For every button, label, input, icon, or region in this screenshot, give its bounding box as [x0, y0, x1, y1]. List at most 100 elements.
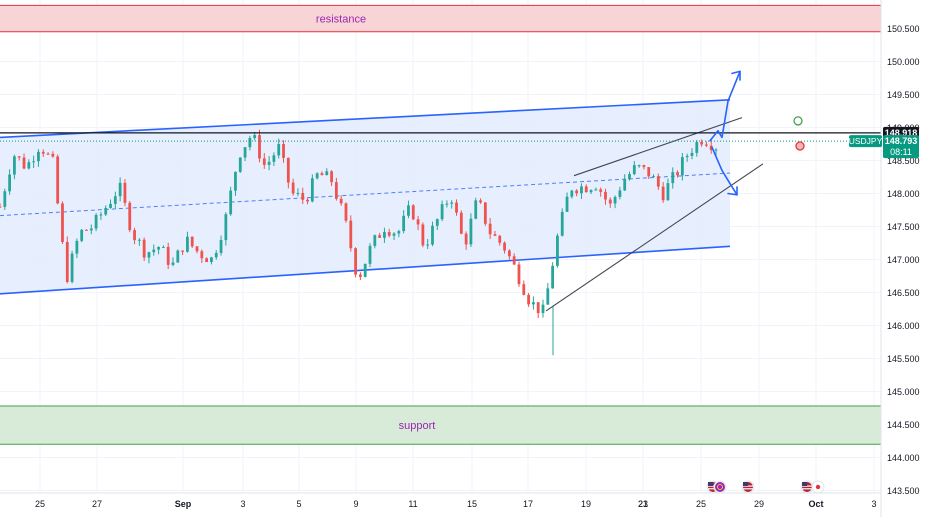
candle-body	[171, 262, 175, 265]
flag-us-icon[interactable]	[741, 480, 755, 494]
candle-body	[344, 203, 348, 221]
candle-body	[61, 203, 64, 243]
candle-body	[65, 242, 69, 282]
price-axis-label: 144.000	[887, 453, 920, 463]
time-axis-label: 15	[467, 499, 477, 509]
candle-body	[137, 239, 141, 241]
candle-body	[157, 247, 160, 250]
candle-body	[291, 182, 295, 194]
flag-us-icon[interactable]	[800, 480, 814, 494]
candle-body	[676, 172, 679, 176]
candle-body	[267, 161, 271, 165]
channel-upper-line[interactable]	[0, 98, 731, 139]
price-axis[interactable]	[880, 0, 928, 517]
candle-body	[13, 156, 16, 175]
candle-body	[714, 149, 718, 151]
candle-body	[551, 265, 555, 289]
candle-body	[99, 214, 103, 216]
price-badges: 148.918 USDJPY 148.793 08:11	[849, 126, 919, 159]
time-axis-label: Oct	[808, 499, 823, 509]
target-circle-red[interactable]	[795, 141, 805, 151]
candle-body	[483, 202, 487, 224]
rising-wedge[interactable]	[545, 117, 764, 312]
candle-body	[229, 190, 233, 215]
candle-body	[431, 225, 434, 245]
candle-body	[128, 202, 132, 231]
candle-body	[435, 219, 439, 226]
time-axis-label: 5	[296, 499, 301, 509]
candle-body	[186, 236, 189, 252]
price-axis-label: 143.500	[887, 486, 920, 496]
time-axis-label: 3	[240, 499, 245, 509]
candle-body	[522, 284, 526, 295]
target-circle-green[interactable]	[793, 116, 803, 126]
level-price-text: 148.918	[885, 128, 918, 138]
candle-body	[652, 176, 655, 178]
candle-body	[507, 250, 511, 257]
flag-jp-icon[interactable]	[811, 480, 825, 494]
candle-body	[608, 199, 612, 204]
candle-body	[118, 182, 122, 197]
flag-stripe	[708, 485, 718, 487]
candle-body	[310, 178, 314, 202]
last-price-badge	[883, 135, 919, 159]
candle-body	[142, 239, 146, 258]
candle-body	[594, 189, 598, 191]
bearish-arrow-head	[727, 186, 738, 196]
candle-body	[580, 186, 583, 194]
wedge-upper-line[interactable]	[573, 117, 743, 177]
candle-body	[80, 229, 84, 241]
candle-body	[656, 176, 660, 187]
candle-body	[392, 233, 396, 236]
candle-body	[541, 304, 545, 314]
candle-body	[704, 144, 708, 146]
price-axis-label: 148.500	[887, 156, 920, 166]
candle-body	[166, 246, 170, 265]
candle-body	[680, 157, 684, 176]
candle-body	[94, 214, 98, 229]
candle-body	[531, 302, 535, 305]
candle-body	[85, 229, 88, 231]
candle-body	[109, 203, 112, 208]
economic-event-icons[interactable]	[706, 480, 825, 494]
symbol-label: USDJPY	[849, 136, 883, 146]
wedge-lower-line[interactable]	[545, 163, 764, 312]
candle-body	[637, 165, 641, 167]
price-axis-label: 145.500	[887, 354, 920, 364]
candle-body	[623, 179, 627, 191]
flag-canton	[708, 482, 713, 486]
flag-stripe	[802, 485, 812, 487]
last-price-text: 148.793	[885, 136, 918, 146]
candle-body	[575, 190, 579, 194]
time-axis-label: 25	[696, 499, 706, 509]
flag-eu-icon[interactable]	[713, 480, 727, 494]
candle-body	[570, 190, 574, 197]
candle-body	[147, 252, 151, 258]
candle-body	[426, 244, 430, 246]
candle-body	[205, 258, 209, 263]
candle-body	[248, 138, 252, 148]
candle-body	[334, 182, 338, 199]
candle-body	[339, 198, 343, 204]
channel-median-line[interactable]	[0, 172, 731, 217]
bearish-projection-arrow	[711, 146, 738, 196]
candle-body	[176, 250, 180, 263]
candle-body	[258, 135, 261, 159]
candle-body	[161, 246, 165, 248]
zones: resistance support	[0, 4, 881, 445]
price-axis-label: 147.000	[887, 255, 920, 265]
price-axis-label: 149.500	[887, 90, 920, 100]
price-axis-label: 145.000	[887, 387, 920, 397]
candle-body	[89, 228, 93, 231]
time-axis-label: 23	[638, 499, 648, 509]
candle-body	[123, 182, 127, 203]
candle-body	[3, 191, 7, 207]
candle-body	[450, 202, 454, 204]
candle-body	[200, 251, 204, 259]
flag-stripe	[802, 488, 812, 490]
candle-body	[488, 223, 492, 235]
candle-body	[315, 173, 319, 179]
